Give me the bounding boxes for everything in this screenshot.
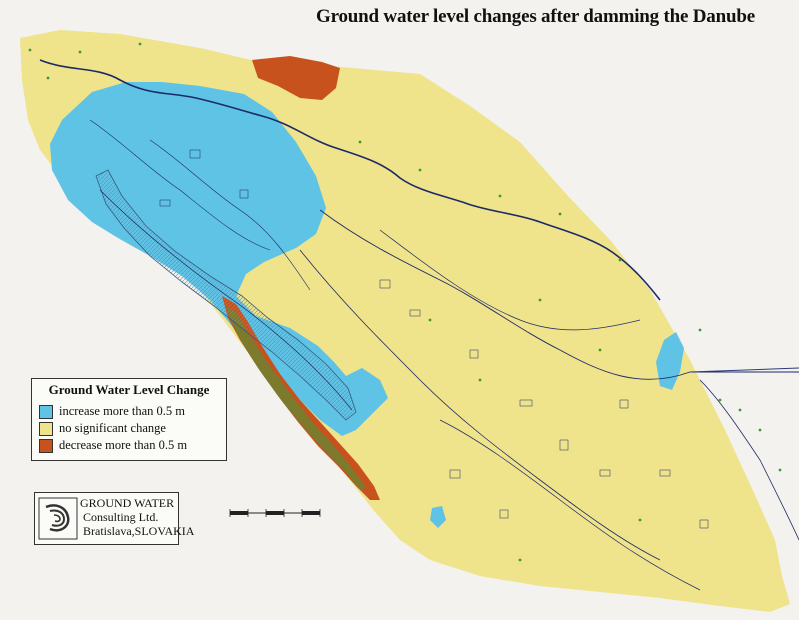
legend-swatch-decrease xyxy=(39,438,53,453)
legend-label-increase: increase more than 0.5 m xyxy=(59,404,185,418)
scale-bar xyxy=(229,509,321,517)
legend-swatch-increase xyxy=(39,404,53,419)
river-branch-6 xyxy=(89,119,271,251)
zone-decrease-southwest xyxy=(222,296,380,500)
river-branch-4 xyxy=(439,419,701,591)
field-outlines xyxy=(159,149,709,529)
river-branch-2 xyxy=(299,249,661,561)
legend-label-decrease: decrease more than 0.5 m xyxy=(59,438,188,452)
river-branch-3 xyxy=(379,229,641,331)
vegetation-dots xyxy=(28,42,782,562)
river-branch-1 xyxy=(319,209,799,380)
danube-river xyxy=(39,59,661,301)
zone-decrease-north xyxy=(252,56,340,100)
map-title: Ground water level changes after damming… xyxy=(316,6,755,27)
company-logo-box: GROUND WATER Consulting Ltd. Bratislava,… xyxy=(34,492,194,545)
legend-item-increase: increase more than 0.5 m xyxy=(39,403,219,420)
legend-item-no-change: no significant change xyxy=(39,420,219,437)
company-location: Bratislava,SLOVAKIA xyxy=(83,524,195,538)
company-name: GROUND WATER xyxy=(80,496,175,510)
legend-title: Ground Water Level Change xyxy=(48,382,210,397)
company-text: GROUND WATER Consulting Ltd. Bratislava,… xyxy=(80,496,194,538)
bank-vegetation xyxy=(226,306,366,490)
legend-swatch-no-change xyxy=(39,421,53,436)
river-east-outflow xyxy=(699,379,799,541)
legend-item-decrease: decrease more than 0.5 m xyxy=(39,437,219,454)
river-branch-5 xyxy=(149,139,311,291)
legend-label-no-change: no significant change xyxy=(59,421,166,435)
canal-line xyxy=(99,189,353,411)
road-east xyxy=(689,367,799,373)
wave-logo-icon xyxy=(38,497,78,540)
legend: Ground Water Level Change increase more … xyxy=(31,378,227,461)
company-subtitle: Consulting Ltd. xyxy=(83,510,159,524)
zone-increase-south xyxy=(430,506,446,528)
